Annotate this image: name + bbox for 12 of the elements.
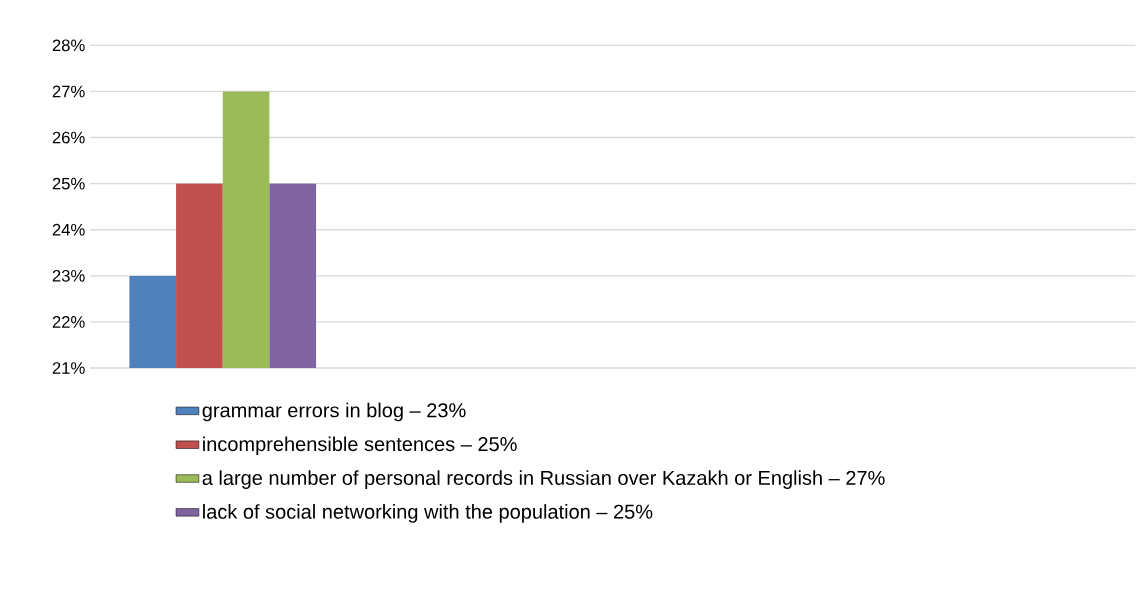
legend-label: a large number of personal records in Russian over Kazakh or English – 27% bbox=[202, 470, 885, 489]
y-tick-label: 27% bbox=[52, 85, 85, 98]
y-tick-label: 24% bbox=[52, 223, 85, 236]
legend-label: lack of social networking with the population – 25% bbox=[203, 504, 653, 523]
y-tick-label: 22% bbox=[52, 316, 85, 328]
y-tick-label: 23% bbox=[52, 269, 85, 282]
y-tick-label: 26% bbox=[52, 131, 85, 144]
y-tick-label: 28% bbox=[52, 39, 85, 52]
y-tick-label: 25% bbox=[52, 177, 85, 190]
y-tick-label: 21% bbox=[52, 362, 85, 374]
legend-label: grammar errors in blog – 23% bbox=[202, 402, 466, 422]
legend-label: incomprehensible sentences – 25% bbox=[203, 436, 517, 456]
